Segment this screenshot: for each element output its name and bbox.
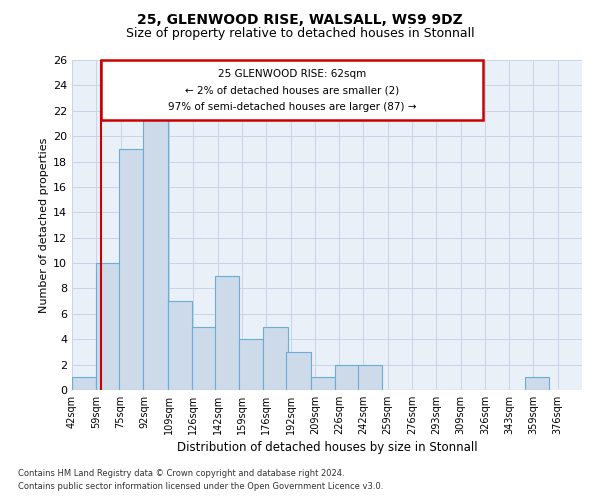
Bar xyxy=(239,339,263,390)
Bar xyxy=(311,378,335,390)
Bar xyxy=(286,352,311,390)
Bar xyxy=(143,111,168,390)
Bar xyxy=(96,263,121,390)
Y-axis label: Number of detached properties: Number of detached properties xyxy=(39,138,49,312)
X-axis label: Distribution of detached houses by size in Stonnall: Distribution of detached houses by size … xyxy=(176,441,478,454)
Bar xyxy=(215,276,239,390)
Bar xyxy=(168,301,192,390)
Bar xyxy=(119,149,143,390)
Bar xyxy=(358,364,382,390)
Text: 25, GLENWOOD RISE, WALSALL, WS9 9DZ: 25, GLENWOOD RISE, WALSALL, WS9 9DZ xyxy=(137,12,463,26)
Text: 97% of semi-detached houses are larger (87) →: 97% of semi-detached houses are larger (… xyxy=(168,102,416,112)
Bar xyxy=(335,364,359,390)
Text: Contains HM Land Registry data © Crown copyright and database right 2024.: Contains HM Land Registry data © Crown c… xyxy=(18,468,344,477)
Bar xyxy=(192,326,216,390)
Text: Size of property relative to detached houses in Stonnall: Size of property relative to detached ho… xyxy=(125,28,475,40)
Text: Contains public sector information licensed under the Open Government Licence v3: Contains public sector information licen… xyxy=(18,482,383,491)
Bar xyxy=(263,326,288,390)
Bar xyxy=(525,378,549,390)
Bar xyxy=(101,60,484,120)
Text: 25 GLENWOOD RISE: 62sqm: 25 GLENWOOD RISE: 62sqm xyxy=(218,69,366,79)
Bar xyxy=(72,378,96,390)
Text: ← 2% of detached houses are smaller (2): ← 2% of detached houses are smaller (2) xyxy=(185,86,399,96)
